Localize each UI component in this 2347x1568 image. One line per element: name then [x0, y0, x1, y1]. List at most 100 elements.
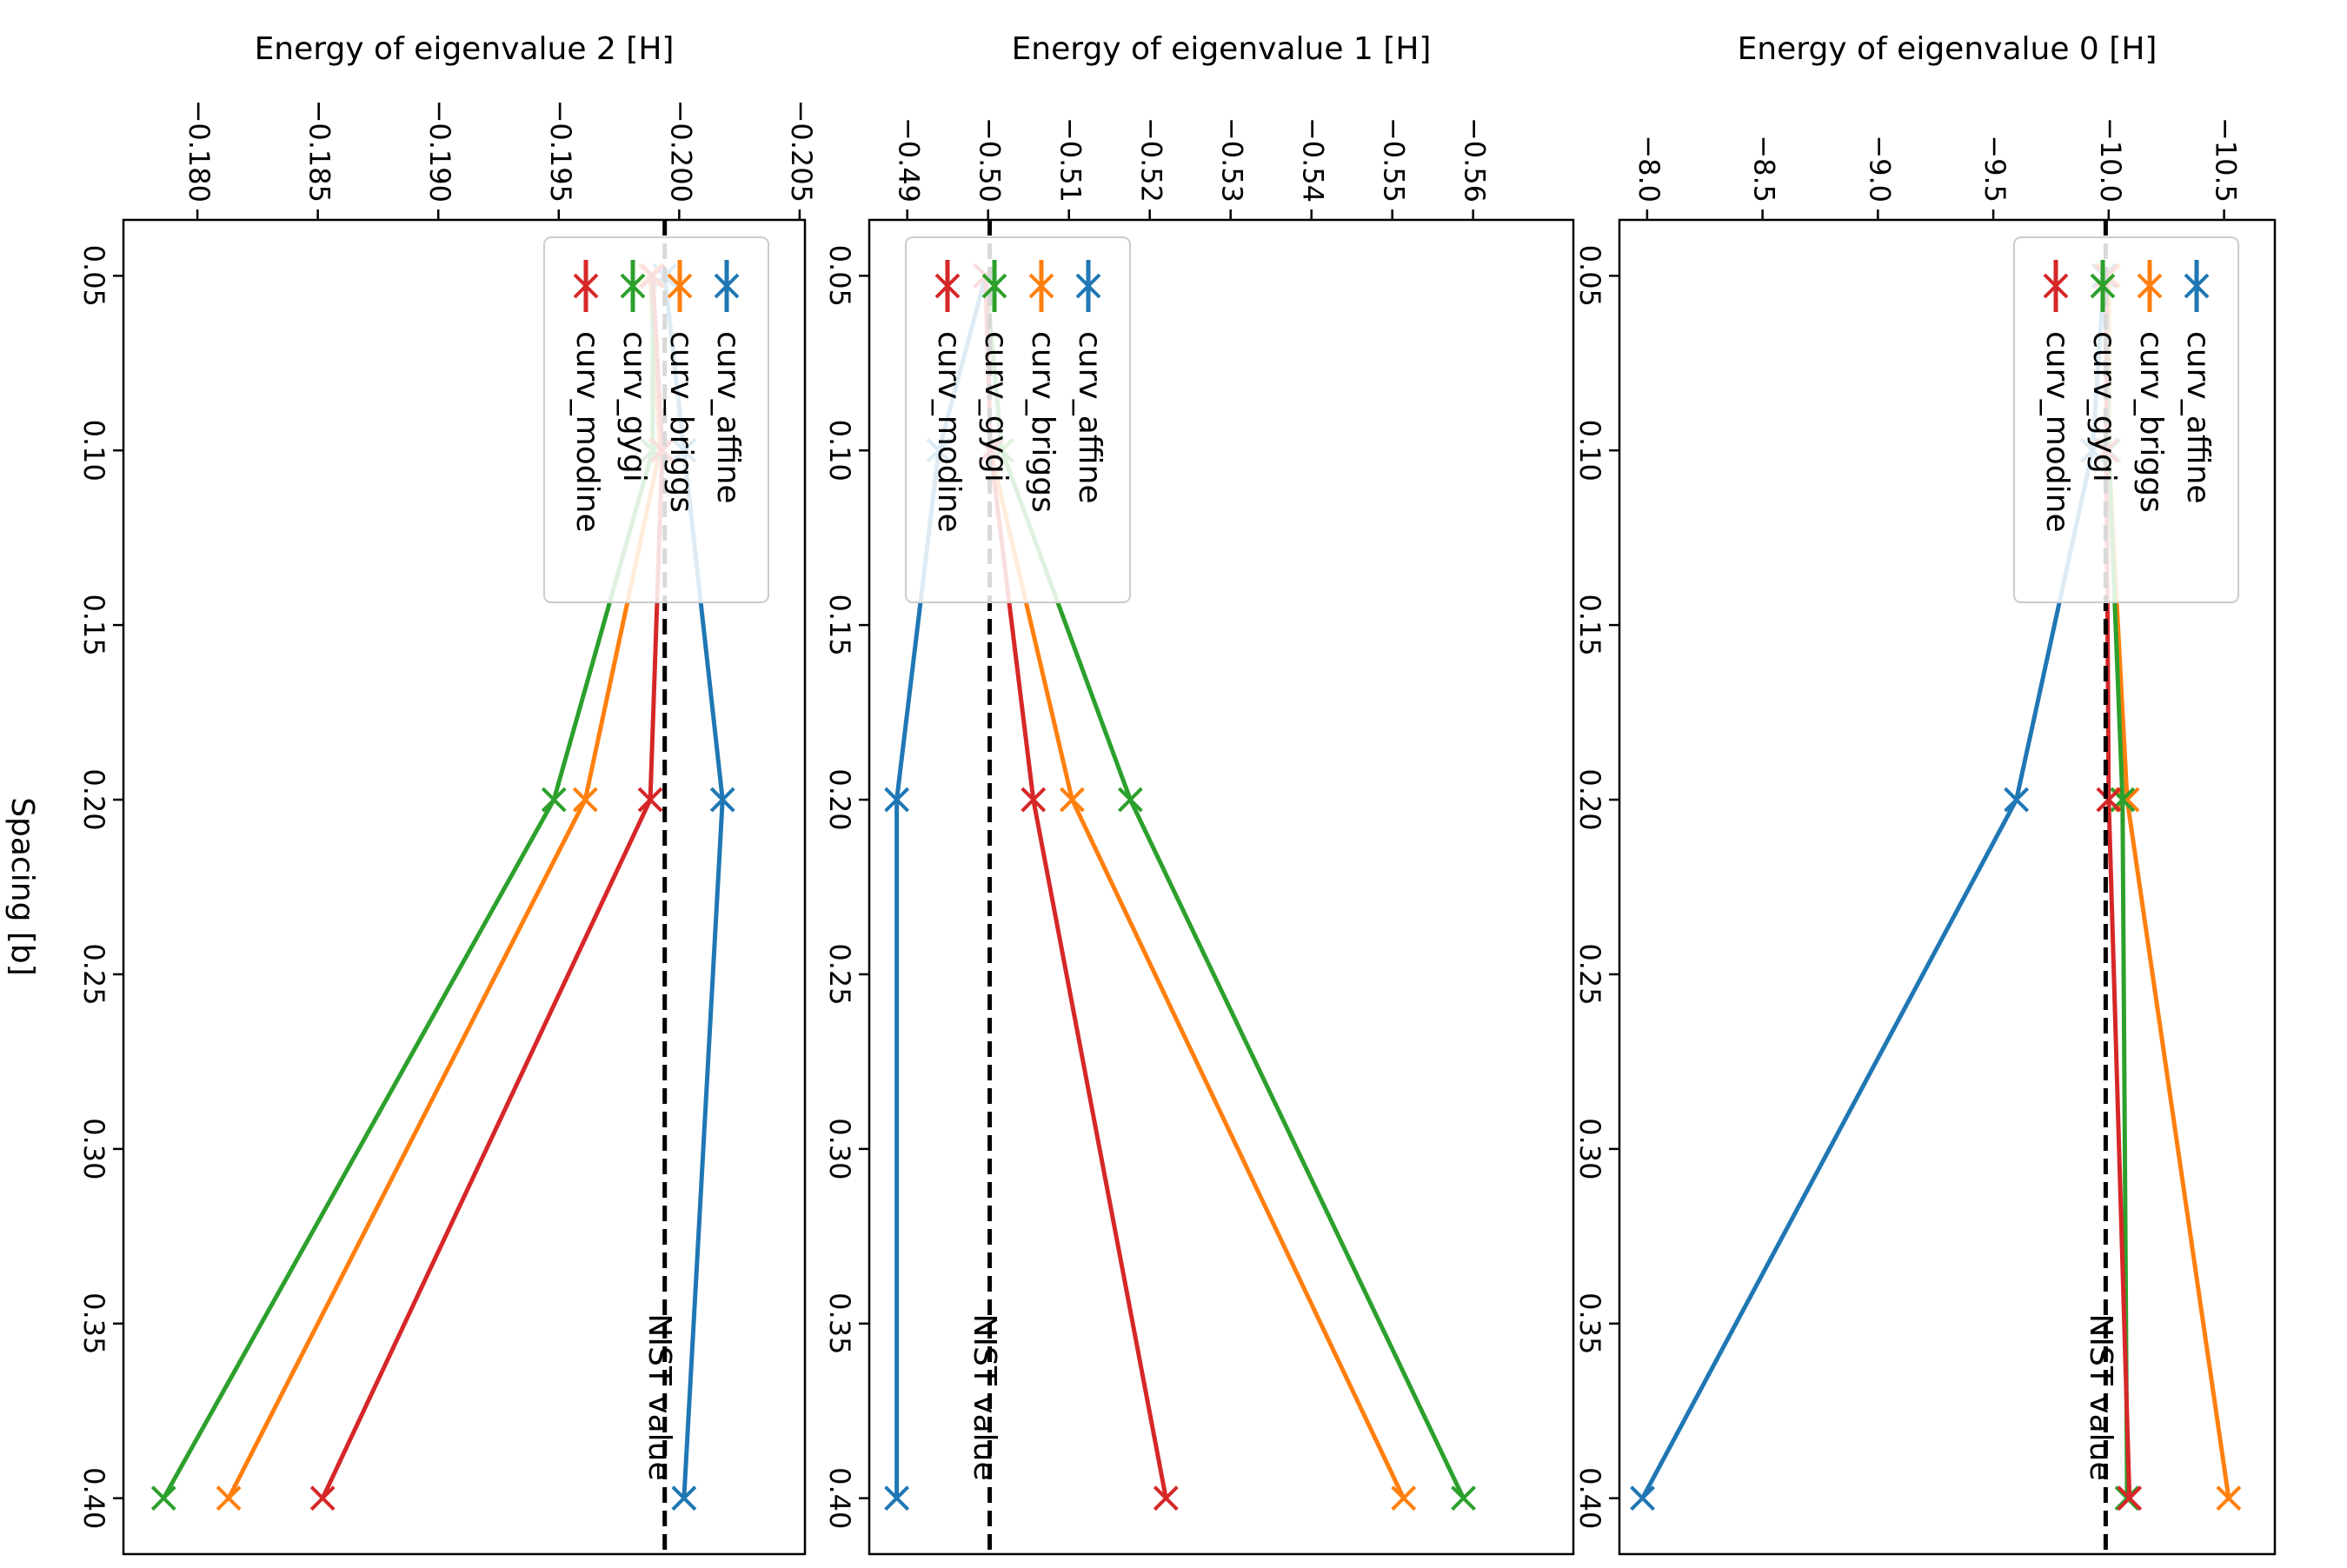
data-point-curv_modine	[1021, 787, 1047, 813]
legend-label-curv_gygi: curv_gygi	[616, 331, 652, 482]
data-point-curv_affine-stroke-b	[884, 1485, 910, 1512]
data-point-curv_briggs-stroke-b	[1060, 787, 1085, 813]
data-point-curv_affine	[884, 787, 910, 813]
legend-label-curv_briggs: curv_briggs	[2133, 331, 2169, 513]
spacing-tick-label: 0.15	[1573, 595, 1606, 656]
data-point-curv_gygi	[1117, 787, 1143, 813]
legend-label-curv_affine: curv_affine	[710, 331, 746, 504]
data-point-curv_modine	[2096, 787, 2122, 813]
spacing-tick-label: 0.40	[823, 1467, 856, 1529]
data-point-curv_briggs	[1060, 787, 1085, 813]
legend-marker-curv_modine	[2043, 273, 2069, 299]
spacing-tick-label: 0.35	[1573, 1292, 1606, 1354]
data-point-curv_gygi-stroke-b	[541, 787, 567, 813]
axis-title: Energy of eigenvalue 1 [H]	[1012, 31, 1432, 67]
plot-frame	[868, 218, 1575, 1556]
legend-marker-curv_briggs	[1028, 273, 1054, 299]
data-point-curv_affine-stroke-b	[1630, 1485, 1655, 1512]
data-point-curv_affine	[2004, 787, 2030, 813]
legend-marker-curv_briggs-stroke-b	[2137, 273, 2163, 299]
data-point-curv_gygi	[541, 787, 567, 813]
spacing-tick-label: 0.20	[823, 768, 856, 830]
data-point-curv_gygi-stroke-b	[150, 1485, 176, 1512]
data-point-curv_affine-stroke-b	[671, 1485, 697, 1512]
energy-tick-label: −0.56	[1459, 117, 1492, 203]
legend-marker-curv_modine	[934, 273, 961, 299]
spacing-tick-label: 0.10	[823, 420, 856, 482]
legend-marker-curv_gygi	[2090, 273, 2116, 299]
spacing-tick-label: 0.05	[77, 245, 110, 307]
data-point-curv_modine	[1153, 1485, 1179, 1512]
spacing-tick-label: 0.35	[823, 1292, 856, 1354]
legend-marker-curv_gygi-stroke-b	[2090, 273, 2116, 299]
data-point-curv_modine-stroke-b	[2096, 787, 2122, 813]
data-point-curv_modine-stroke-b	[309, 1485, 336, 1512]
legend-box	[543, 236, 769, 603]
spacing-tick-label: 0.35	[77, 1292, 110, 1354]
spacing-tick-label: 0.25	[1573, 943, 1606, 1005]
legend-label-curv_briggs: curv_briggs	[663, 331, 699, 513]
legend-marker-curv_gygi-stroke-b	[620, 273, 646, 299]
legend-label-curv_modine: curv_modine	[2039, 331, 2075, 533]
legend-marker-curv_gygi	[620, 273, 646, 299]
energy-tick-label: −0.200	[664, 100, 697, 203]
data-point-curv_briggs-stroke-b	[2216, 1485, 2242, 1512]
spacing-tick-label: 0.40	[77, 1467, 110, 1529]
data-point-curv_modine-stroke-b	[1153, 1485, 1179, 1512]
legend-marker-curv_modine-stroke-b	[934, 273, 961, 299]
legend-label-curv_gygi: curv_gygi	[2086, 331, 2122, 482]
data-point-curv_affine	[709, 787, 735, 813]
data-point-curv_affine	[1630, 1485, 1655, 1512]
legend-label-curv_modine: curv_modine	[569, 331, 605, 533]
legend-label-curv_modine: curv_modine	[931, 331, 967, 533]
spacing-tick-label: 0.10	[77, 420, 110, 482]
legend: curv_affine curv_briggs curv_gygi curv_modi…	[2013, 236, 2239, 603]
legend-marker-curv_modine-stroke-b	[573, 273, 599, 299]
energy-tick-label: −0.195	[544, 100, 577, 203]
energy-tick-label: −0.180	[183, 100, 216, 203]
plot-frame	[122, 218, 807, 1556]
spacing-axis-label: Spacing [b]	[4, 797, 40, 976]
data-point-curv_gygi	[150, 1485, 176, 1512]
spacing-tick-label: 0.40	[1573, 1467, 1606, 1529]
data-point-curv_briggs	[1391, 1485, 1417, 1512]
data-point-curv_briggs-stroke-b	[572, 787, 598, 813]
data-point-curv_affine	[671, 1485, 697, 1512]
data-point-curv_briggs-stroke-b	[1391, 1485, 1417, 1512]
legend-marker-curv_modine	[573, 273, 599, 299]
data-point-curv_modine-stroke-b	[637, 787, 663, 813]
spacing-tick-label: 0.15	[823, 595, 856, 656]
legend-marker-curv_affine-stroke-b	[1075, 273, 1101, 299]
spacing-tick-label: 0.20	[1573, 768, 1606, 830]
nist-label: NIST value	[967, 1313, 1002, 1480]
energy-tick-label: −10.0	[2094, 117, 2127, 203]
energy-tick-label: −0.55	[1378, 117, 1411, 203]
data-point-curv_affine-stroke-b	[2004, 787, 2030, 813]
legend-marker-curv_affine	[1075, 273, 1101, 299]
nist-label: NIST value	[642, 1313, 677, 1480]
spacing-tick-label: 0.15	[77, 595, 110, 656]
energy-tick-label: −0.54	[1297, 117, 1330, 203]
energy-tick-label: −0.53	[1216, 117, 1249, 203]
panel-1: Energy of eigenvalue 1 [H] −0.56 −0.55 −0.5…	[823, 31, 1575, 1556]
spacing-tick-label: 0.10	[1573, 420, 1606, 482]
legend-marker-curv_gygi-stroke-b	[981, 273, 1007, 299]
data-point-curv_modine	[309, 1485, 336, 1512]
data-point-curv_briggs-stroke-b	[216, 1485, 242, 1512]
data-point-curv_gygi-stroke-b	[1451, 1485, 1476, 1512]
energy-tick-label: −0.49	[893, 117, 926, 203]
legend-marker-curv_affine-stroke-b	[2184, 273, 2210, 299]
spacing-tick-label: 0.05	[1573, 245, 1606, 307]
nist-label: NIST value	[2083, 1313, 2118, 1480]
legend: curv_affine curv_briggs curv_gygi curv_modi…	[905, 236, 1131, 603]
legend-marker-curv_briggs	[2137, 273, 2163, 299]
data-point-curv_briggs	[2216, 1485, 2242, 1512]
spacing-tick-label: 0.25	[823, 943, 856, 1005]
panel-0: Energy of eigenvalue 0 [H] −10.5 −10.0 −9.5…	[1573, 31, 2277, 1556]
data-point-curv_briggs	[2114, 787, 2140, 813]
data-point-curv_gygi	[1451, 1485, 1476, 1512]
energy-tick-label: −8.0	[1632, 135, 1666, 203]
data-point-curv_briggs	[572, 787, 598, 813]
legend-marker-curv_modine-stroke-b	[2043, 273, 2069, 299]
